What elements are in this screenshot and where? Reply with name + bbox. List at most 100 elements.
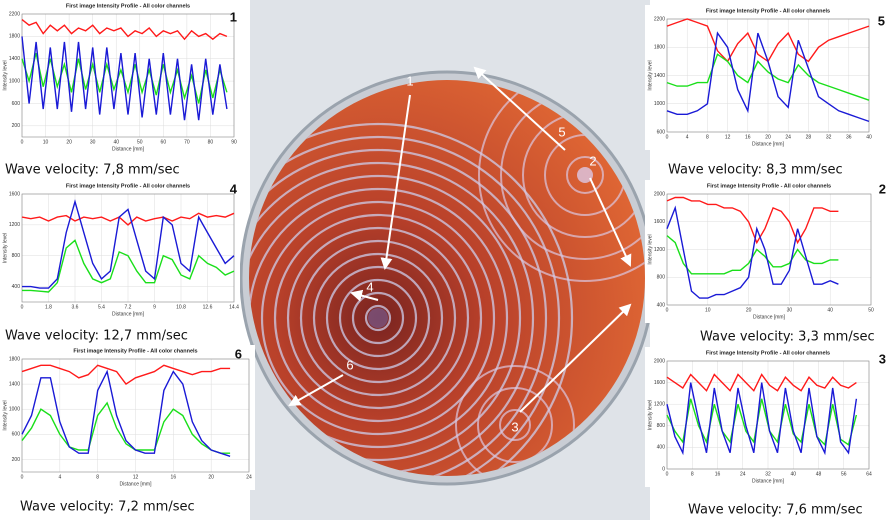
x-tick-label: 40 xyxy=(827,307,833,313)
y-tick-label: 800 xyxy=(12,253,21,259)
x-axis-label: Distance [mm] xyxy=(112,311,145,317)
y-tick-label: 1200 xyxy=(654,247,665,253)
chart-panel: First image Intensity Profile - All colo… xyxy=(645,347,875,487)
y-tick-label: 1600 xyxy=(9,191,20,197)
x-tick-label: 20 xyxy=(746,307,752,313)
x-tick-label: 0 xyxy=(666,134,669,140)
x-tick-label: 30 xyxy=(90,139,96,145)
x-tick-label: 1.8 xyxy=(45,304,52,310)
x-tick-label: 64 xyxy=(866,471,872,477)
x-tick-label: 9 xyxy=(153,304,156,310)
x-tick-label: 16 xyxy=(171,474,177,480)
x-tick-label: 7.2 xyxy=(125,304,132,310)
caption: Wave velocity: 3,3 mm/sec xyxy=(700,330,875,345)
y-tick-label: 400 xyxy=(657,302,666,308)
y-tick-label: 1600 xyxy=(654,380,665,386)
x-tick-label: 50 xyxy=(137,139,143,145)
figure: 123456 First image Intensity Profile - A… xyxy=(0,0,892,520)
x-tick-label: 56 xyxy=(841,471,847,477)
x-tick-label: 90 xyxy=(231,139,237,145)
chart-title: First image Intensity Profile - All colo… xyxy=(706,350,830,356)
dish-label: 2 xyxy=(589,153,596,168)
y-axis-label: Intensity level xyxy=(2,400,8,430)
x-tick-label: 50 xyxy=(868,307,874,313)
y-tick-label: 2200 xyxy=(9,11,20,17)
y-tick-label: 1800 xyxy=(654,45,665,51)
y-tick-label: 600 xyxy=(12,101,21,107)
x-tick-label: 60 xyxy=(161,139,167,145)
x-tick-label: 40 xyxy=(866,134,872,140)
x-tick-label: 14.4 xyxy=(229,304,239,310)
x-tick-label: 0 xyxy=(666,471,669,477)
y-axis-label: Intensity level xyxy=(2,60,8,90)
chart-background xyxy=(0,180,240,320)
y-tick-label: 1800 xyxy=(9,34,20,40)
chart-panel: First image Intensity Profile - All colo… xyxy=(0,180,240,320)
y-axis-label: Intensity level xyxy=(2,233,8,263)
x-tick-label: 0 xyxy=(21,304,24,310)
chart-panel: First image Intensity Profile - All colo… xyxy=(0,345,255,490)
x-tick-label: 12.6 xyxy=(203,304,213,310)
y-tick-label: 800 xyxy=(657,423,666,429)
x-tick-label: 4 xyxy=(686,134,689,140)
y-tick-label: 400 xyxy=(657,445,666,451)
y-tick-label: 1400 xyxy=(9,381,20,387)
caption: Wave velocity: 7,2 mm/sec xyxy=(20,500,195,515)
x-tick-label: 70 xyxy=(184,139,190,145)
x-axis-label: Distance [mm] xyxy=(120,481,153,487)
dish-label: 3 xyxy=(511,419,518,434)
caption: Wave velocity: 12,7 mm/sec xyxy=(5,329,188,344)
y-axis-label: Intensity level xyxy=(647,60,653,90)
dish-label: 4 xyxy=(366,279,373,294)
x-tick-label: 0 xyxy=(21,139,24,145)
y-axis-label: Intensity level xyxy=(647,234,653,264)
x-axis-label: Distance [mm] xyxy=(752,478,785,484)
chart-background xyxy=(645,347,875,487)
x-tick-label: 20 xyxy=(765,134,771,140)
chart-panel: First image Intensity Profile - All colo… xyxy=(645,5,875,150)
chart-title: First image Intensity Profile - All colo… xyxy=(66,183,190,189)
x-tick-label: 16 xyxy=(745,134,751,140)
y-tick-label: 2000 xyxy=(654,191,665,197)
x-tick-label: 5.4 xyxy=(98,304,105,310)
y-tick-label: 200 xyxy=(12,457,21,463)
x-tick-label: 8 xyxy=(96,474,99,480)
x-axis-label: Distance [mm] xyxy=(112,146,145,152)
x-tick-label: 32 xyxy=(826,134,832,140)
y-tick-label: 1200 xyxy=(654,402,665,408)
x-tick-label: 0 xyxy=(666,307,669,313)
x-tick-label: 48 xyxy=(816,471,822,477)
dish-label: 6 xyxy=(346,357,353,372)
y-tick-label: 1400 xyxy=(654,73,665,79)
x-tick-label: 8 xyxy=(691,471,694,477)
x-tick-label: 10.8 xyxy=(176,304,186,310)
y-tick-label: 800 xyxy=(657,275,666,281)
x-tick-label: 24 xyxy=(740,471,746,477)
x-tick-label: 16 xyxy=(715,471,721,477)
panel-label: 3 xyxy=(879,351,886,366)
x-axis-label: Distance [mm] xyxy=(752,141,785,147)
agar xyxy=(249,80,645,476)
x-tick-label: 20 xyxy=(66,139,72,145)
y-tick-label: 200 xyxy=(12,123,21,129)
y-tick-label: 1800 xyxy=(9,356,20,362)
x-tick-label: 12 xyxy=(725,134,731,140)
chart-title: First image Intensity Profile - All colo… xyxy=(706,8,830,14)
y-tick-label: 1200 xyxy=(9,222,20,228)
y-tick-label: 400 xyxy=(12,284,21,290)
panel-label: 5 xyxy=(878,13,885,28)
dish-label: 5 xyxy=(558,124,565,139)
chart-title: First image Intensity Profile - All colo… xyxy=(73,348,197,354)
y-tick-label: 1000 xyxy=(9,78,20,84)
panel-label: 6 xyxy=(235,346,242,361)
y-tick-label: 1600 xyxy=(654,219,665,225)
spiral-core xyxy=(368,308,388,328)
x-tick-label: 32 xyxy=(765,471,771,477)
x-tick-label: 10 xyxy=(705,307,711,313)
dish-label: 1 xyxy=(406,73,413,88)
y-tick-label: 2000 xyxy=(654,358,665,364)
chart-title: First image Intensity Profile - All colo… xyxy=(707,183,831,189)
y-axis-label: Intensity level xyxy=(647,400,653,430)
x-tick-label: 0 xyxy=(21,474,24,480)
x-tick-label: 24 xyxy=(246,474,252,480)
